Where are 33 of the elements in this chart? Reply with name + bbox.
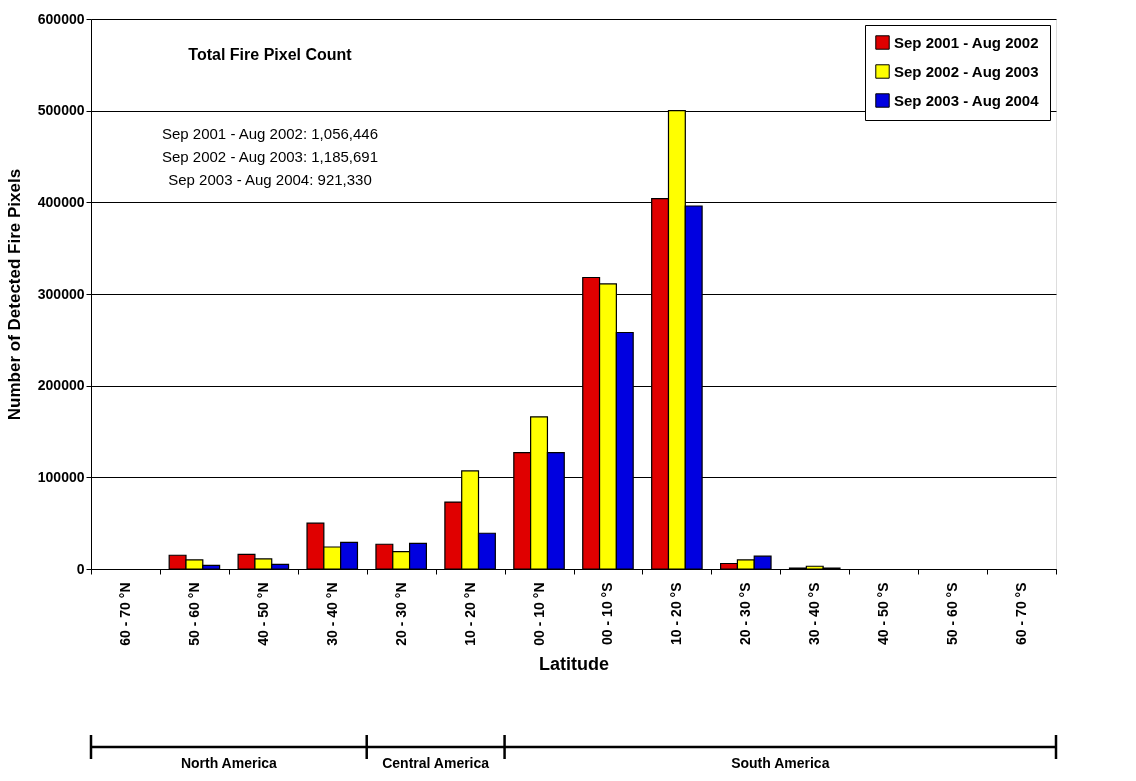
y-axis-title: Number of Detected Fire Pixels — [4, 168, 24, 421]
x-tick-label: 00 - 10 °S — [599, 582, 616, 645]
y-tick-label: 600000 — [37, 10, 85, 27]
x-tick-label: 30 - 40 °N — [323, 582, 340, 646]
x-tick-label: 20 - 30 °S — [737, 582, 754, 645]
y-tick-label: 200000 — [37, 377, 85, 394]
x-tick-label: 30 - 40 °S — [806, 582, 823, 645]
y-tick-label: 500000 — [37, 102, 85, 119]
x-tick-label: 60 - 70 °N — [116, 582, 133, 646]
annotation: Sep 2003 - Aug 2004: 921,330 — [168, 171, 372, 188]
x-axis-title: Latitude — [539, 653, 609, 674]
x-tick-label: 00 - 10 °N — [530, 582, 547, 646]
annotation: Sep 2001 - Aug 2002: 1,056,446 — [161, 125, 379, 142]
x-tick-label: 50 - 60 °S — [944, 582, 961, 645]
annotation: Sep 2002 - Aug 2003: 1,185,691 — [161, 148, 379, 165]
legend-label: Sep 2003 - Aug 2004 — [894, 91, 1040, 109]
legend-label: Sep 2001 - Aug 2002 — [894, 33, 1039, 51]
y-tick-label: 300000 — [37, 285, 85, 302]
text: Central America — [382, 755, 490, 771]
x-tick-label: 40 - 50 °N — [254, 582, 271, 646]
x-tick-label: 50 - 60 °N — [185, 582, 202, 646]
x-tick-label: 20 - 30 °N — [392, 582, 409, 646]
text: South America — [731, 755, 830, 771]
y-tick-label: 0 — [76, 560, 85, 577]
text: North America — [180, 755, 278, 771]
y-tick-label: 100000 — [37, 468, 85, 485]
x-tick-label: 60 - 70 °S — [1013, 582, 1030, 645]
x-tick-label: 10 - 20 °S — [668, 582, 685, 645]
y-tick-label: 400000 — [37, 193, 85, 210]
annotation: Total Fire Pixel Count — [188, 46, 353, 63]
x-tick-label: 40 - 50 °S — [875, 582, 892, 645]
x-tick-label: 10 - 20 °N — [461, 582, 478, 646]
legend-label: Sep 2002 - Aug 2003 — [894, 62, 1039, 80]
